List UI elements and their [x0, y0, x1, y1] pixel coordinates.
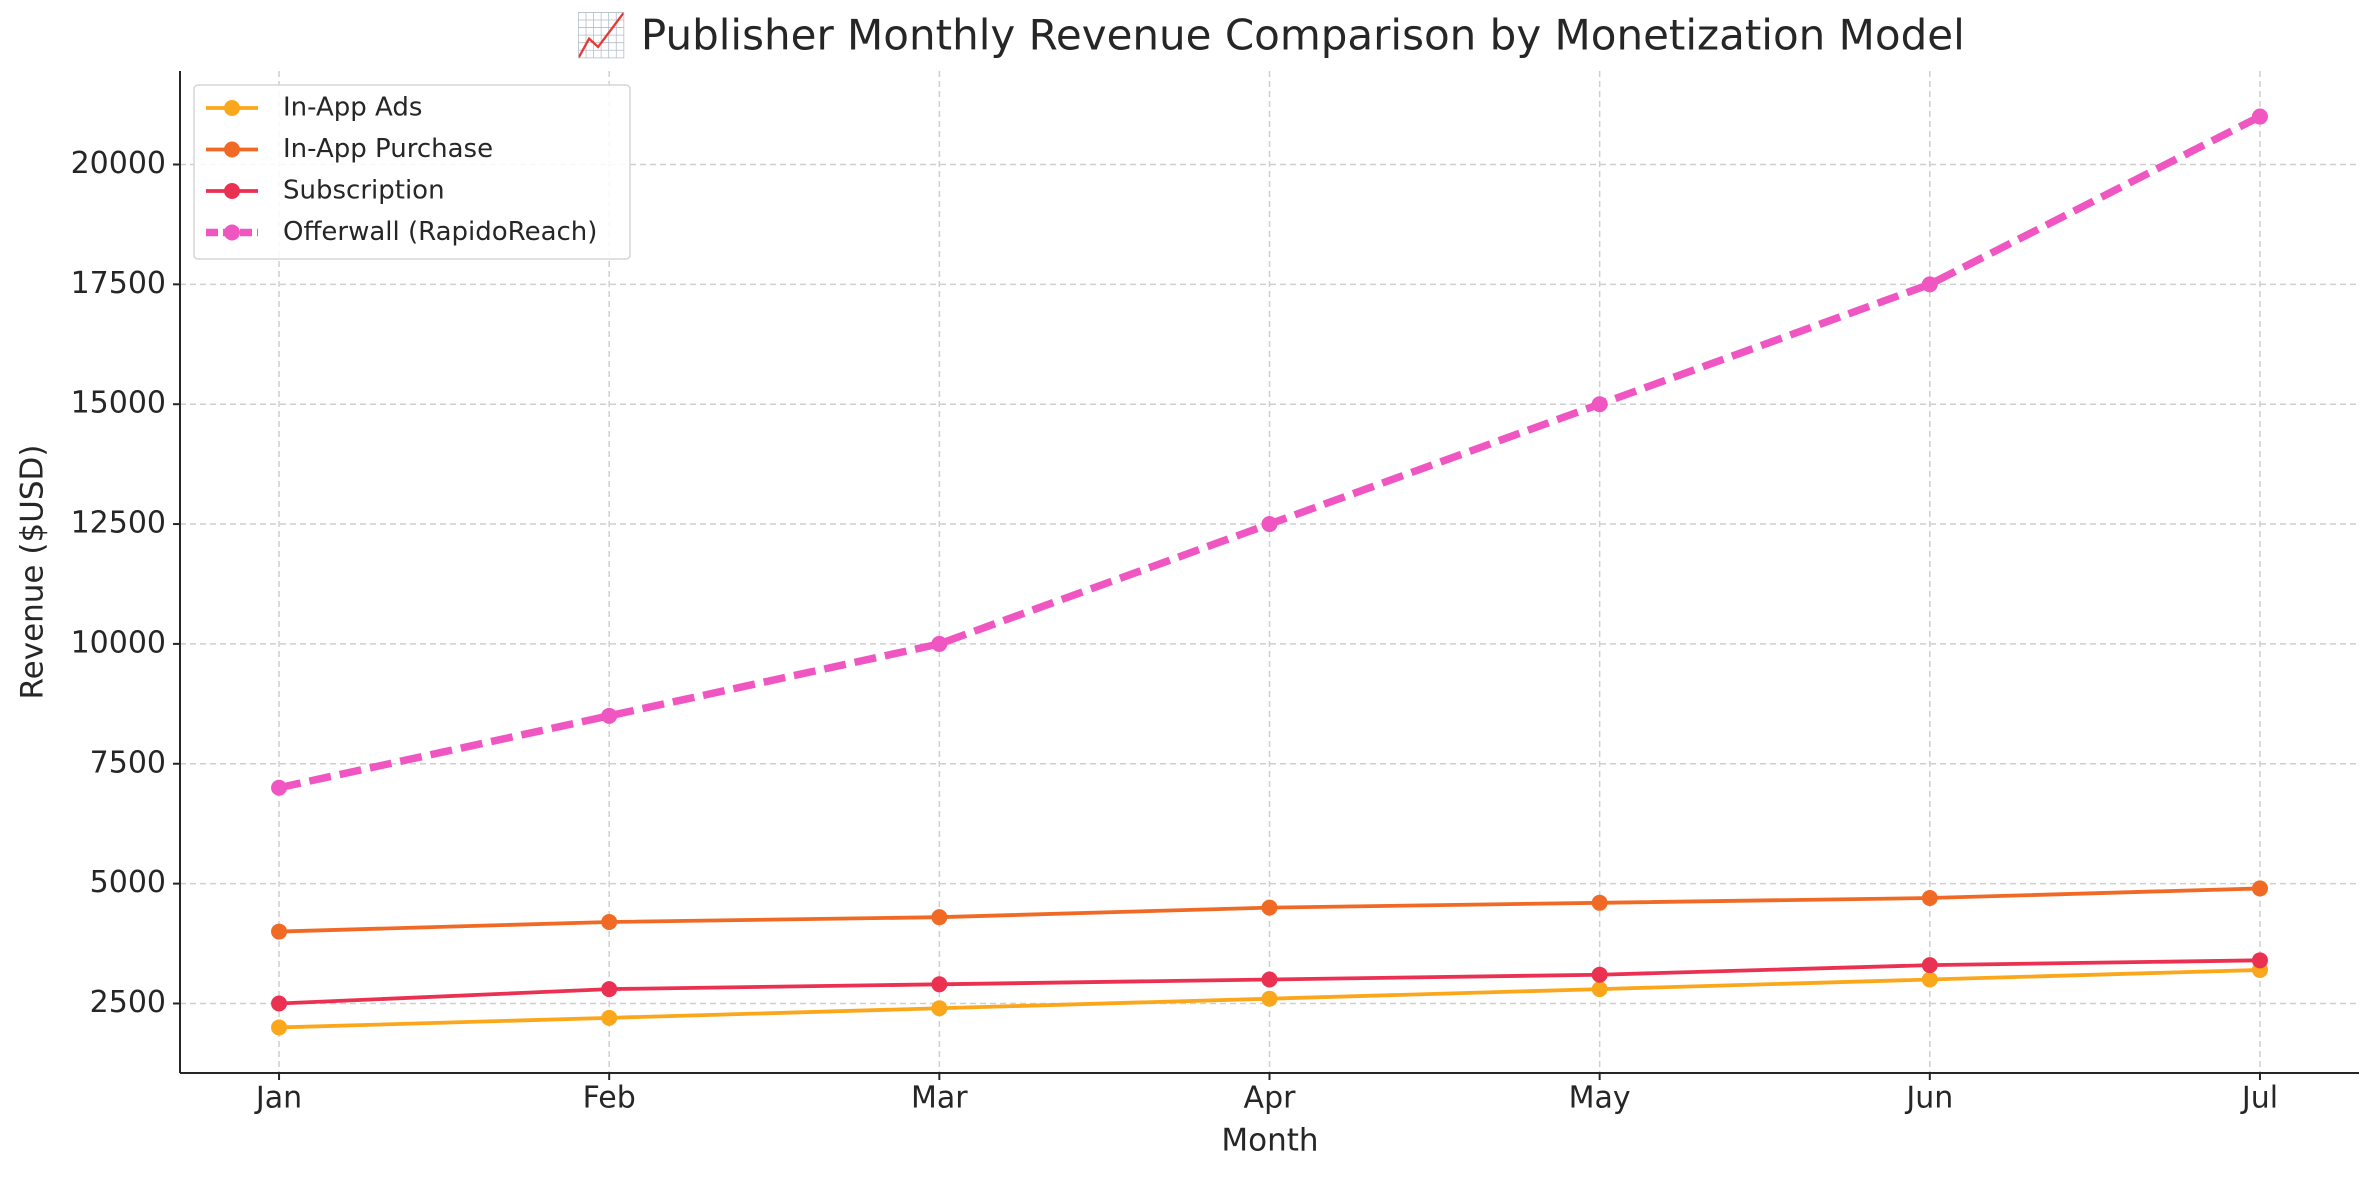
- y-tick-label: 7500: [90, 745, 166, 780]
- y-tick-label: 12500: [71, 506, 166, 541]
- data-point: [1921, 971, 1938, 988]
- data-point: [601, 707, 618, 724]
- data-point: [601, 1009, 618, 1026]
- y-tick-label: 2500: [90, 985, 166, 1020]
- data-point: [931, 909, 948, 926]
- legend-label: Offerwall (RapidoReach): [283, 217, 597, 247]
- data-point: [931, 1000, 948, 1017]
- x-tick-label: May: [1569, 1081, 1631, 1116]
- data-point: [601, 981, 618, 998]
- x-tick-label: Jun: [1904, 1081, 1953, 1116]
- data-point: [2251, 108, 2268, 125]
- legend-label: Subscription: [283, 176, 445, 206]
- legend-marker: [224, 141, 240, 158]
- x-tick-label: Mar: [911, 1081, 968, 1116]
- data-point: [1591, 894, 1608, 911]
- chart-title: 📈 Publisher Monthly Revenue Comparison b…: [575, 11, 1965, 60]
- data-point: [1591, 981, 1608, 998]
- x-tick-label: Jul: [2240, 1081, 2278, 1116]
- y-axis-label: Revenue ($USD): [15, 444, 51, 699]
- data-point: [1261, 516, 1278, 533]
- x-tick-label: Jan: [254, 1081, 302, 1116]
- x-tick-label: Apr: [1244, 1081, 1297, 1116]
- legend-label: In-App Ads: [283, 93, 422, 123]
- data-point: [271, 779, 288, 796]
- y-tick-label: 10000: [71, 625, 166, 660]
- x-axis-label: Month: [1221, 1123, 1318, 1159]
- data-point: [1261, 990, 1278, 1007]
- data-point: [1261, 899, 1278, 916]
- legend-marker: [224, 224, 240, 241]
- y-tick-label: 15000: [71, 386, 166, 421]
- legend: In-App Ads In-App Purchase Subscription Off…: [193, 84, 631, 260]
- data-point: [1921, 957, 1938, 974]
- data-point: [2251, 880, 2268, 897]
- legend-marker: [224, 100, 240, 116]
- data-point: [931, 976, 948, 993]
- data-point: [2251, 952, 2268, 969]
- y-tick-label: 20000: [71, 146, 166, 181]
- data-point: [1591, 396, 1608, 413]
- legend-marker: [224, 183, 240, 199]
- y-tick-label: 17500: [71, 266, 166, 301]
- data-point: [601, 913, 618, 930]
- x-tick-label: Feb: [583, 1081, 636, 1116]
- data-point: [1921, 890, 1938, 907]
- data-point: [1261, 971, 1278, 988]
- data-point: [271, 1019, 288, 1036]
- data-point: [271, 923, 288, 940]
- legend-box: [193, 84, 631, 260]
- data-point: [1591, 966, 1608, 983]
- legend-label: In-App Purchase: [283, 134, 493, 164]
- data-point: [1921, 276, 1938, 293]
- y-tick-label: 5000: [90, 865, 166, 900]
- data-point: [271, 995, 288, 1012]
- data-point: [931, 635, 948, 652]
